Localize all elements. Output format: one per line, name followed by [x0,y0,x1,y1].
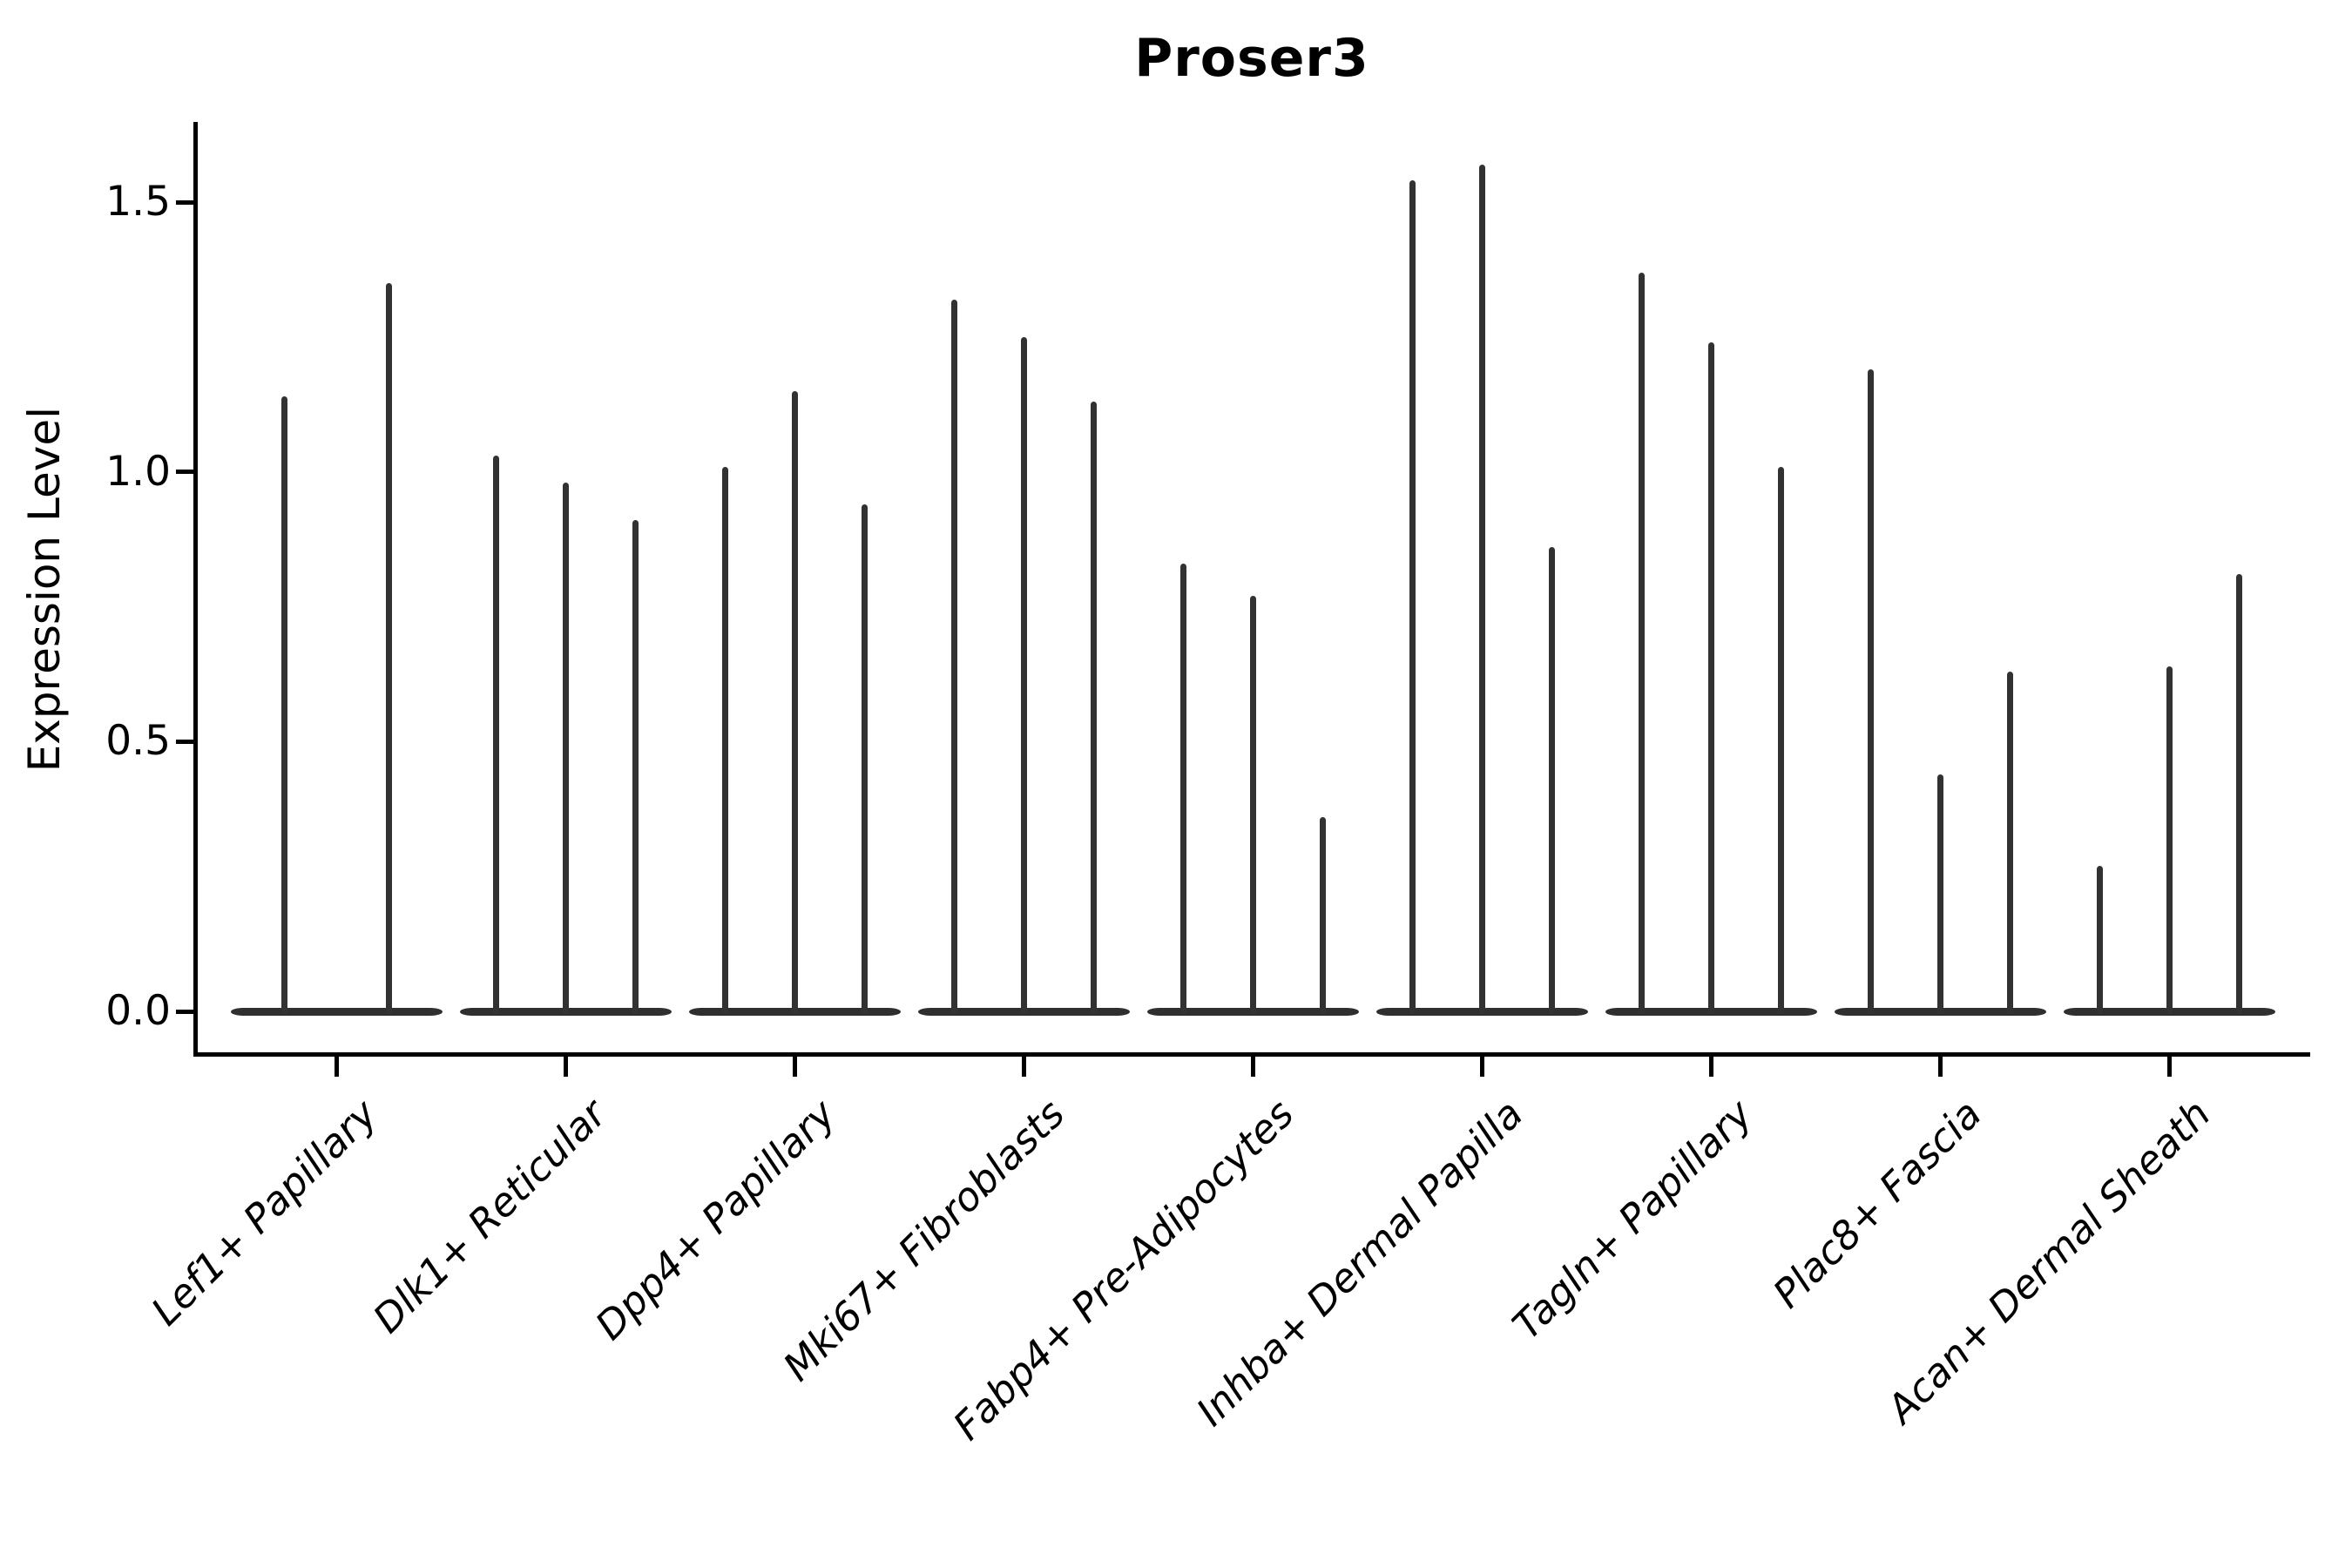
violin-spike [562,483,569,1014]
x-tick-label: Tagln+ Papillary [1503,1091,1761,1348]
violin-spike [721,466,728,1014]
y-tick-mark [176,199,194,205]
y-axis-label-container: Expression Level [19,122,70,1057]
violin-spike [861,504,868,1014]
violin-spike [1867,369,1874,1014]
violin-spike [1638,272,1645,1014]
x-tick-mark [1937,1057,1943,1077]
y-tick-mark [176,470,194,475]
x-tick-mark [1250,1057,1255,1077]
y-tick-label: 0.5 [105,717,171,766]
x-tick-label: Lef1+ Papillary [142,1091,387,1335]
x-tick-label: Dlk1+ Reticular [364,1091,616,1342]
y-tick-mark [176,1009,194,1014]
x-tick-mark [2166,1057,2172,1077]
violin-spike [1548,547,1555,1014]
x-tick-mark [563,1057,568,1077]
violin-spike [385,282,392,1014]
y-tick-label: 1.5 [105,178,171,226]
violin-spike [280,395,287,1014]
y-tick-label: 0.0 [105,987,171,1035]
x-tick-mark [334,1057,339,1077]
y-tick-label: 1.0 [105,447,171,496]
violin-spike [1707,342,1714,1014]
violin-spike [2006,671,2013,1014]
violin-spike [2096,865,2103,1014]
violin-base-band [230,1007,443,1016]
violin-spike [1319,817,1326,1014]
x-tick-mark [1021,1057,1026,1077]
x-tick-mark [792,1057,797,1077]
violin-spike [2166,666,2173,1014]
chart-title: Proser3 [1134,28,1369,89]
violin-spike [1478,164,1485,1014]
violin-spike [1409,180,1416,1014]
x-tick-label: Dpp4+ Papillary [586,1091,845,1349]
violin-spike [1777,466,1784,1014]
x-axis-spine [193,1052,2310,1057]
x-tick-mark [1708,1057,1713,1077]
y-axis-spine [193,122,198,1057]
violin-spike [950,299,957,1014]
y-tick-mark [176,739,194,744]
violin-spike [1179,563,1186,1014]
violin-spike [1249,596,1256,1014]
violin-spike [492,456,499,1014]
violin-spike [1090,402,1097,1014]
x-tick-label: Plac8+ Fascia [1763,1091,1990,1317]
violin-spike [791,390,798,1014]
violin-spike [2235,574,2242,1014]
violin-spike [1020,336,1027,1014]
violin-spike [1936,774,1943,1014]
x-tick-mark [1479,1057,1484,1077]
violin-spike [632,520,639,1014]
